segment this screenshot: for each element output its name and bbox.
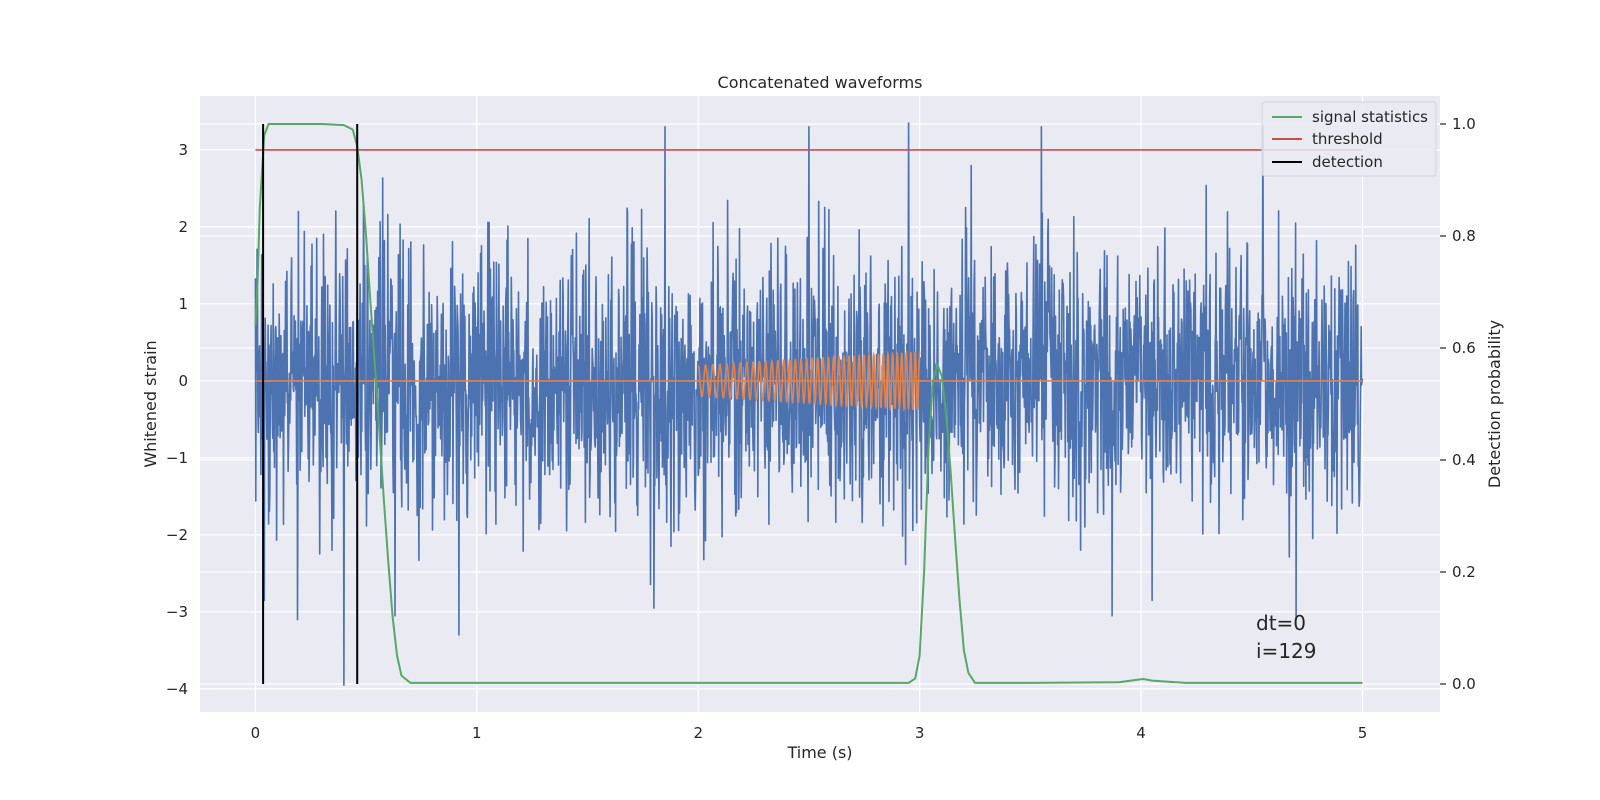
y-tick-label: 2 bbox=[178, 218, 188, 236]
y-tick-label: 3 bbox=[178, 141, 188, 159]
y-tick-label: −2 bbox=[166, 526, 188, 544]
y-tick-label: 1 bbox=[178, 295, 188, 313]
y2-tick-label: 0.2 bbox=[1452, 563, 1476, 581]
y-tick-label: −1 bbox=[166, 449, 188, 467]
y2-tick-label: 0.8 bbox=[1452, 227, 1476, 245]
template-chirp-line bbox=[697, 350, 921, 412]
annotation-dt: dt=0 bbox=[1256, 611, 1306, 635]
x-tick-label: 1 bbox=[472, 724, 482, 742]
signal-statistics-line bbox=[254, 123, 1363, 684]
legend: signal statistics threshold detection bbox=[1261, 101, 1437, 177]
chart-title: Concatenated waveforms bbox=[718, 73, 923, 92]
legend-box bbox=[1261, 101, 1437, 177]
x-tick-label: 4 bbox=[1136, 724, 1146, 742]
x-tick-label: 3 bbox=[915, 724, 925, 742]
y2-tick-label: 0.4 bbox=[1452, 451, 1476, 469]
y-tick-label: −4 bbox=[166, 680, 188, 698]
x-tick-label: 0 bbox=[251, 724, 261, 742]
y2-axis-title: Detection probability bbox=[1485, 320, 1504, 488]
annotation-index: i=129 bbox=[1256, 639, 1317, 663]
detection-series bbox=[262, 124, 359, 684]
y2-tick-label: 0.0 bbox=[1452, 675, 1476, 693]
injected-waveform-series bbox=[255, 350, 1363, 412]
x-tick-label: 5 bbox=[1358, 724, 1368, 742]
legend-label-threshold: threshold bbox=[1312, 130, 1383, 148]
legend-label-signal-statistics: signal statistics bbox=[1312, 108, 1428, 126]
y-tick-label: −3 bbox=[166, 603, 188, 621]
y2-tick-label: 1.0 bbox=[1452, 115, 1476, 133]
noise-series bbox=[254, 122, 1364, 686]
x-tick-label: 2 bbox=[693, 724, 703, 742]
signal-statistics-series bbox=[254, 123, 1363, 684]
noise-line bbox=[254, 122, 1364, 686]
x-axis-title: Time (s) bbox=[786, 743, 852, 762]
axis-ticks: 0 1 2 3 4 5 −4 −3 −2 −1 0 1 2 3 0.0 0.2 0.4 0.6 0.8 1.0 bbox=[166, 115, 1476, 742]
y-tick-label: 0 bbox=[178, 372, 188, 390]
y-axis-title: Whitened strain bbox=[141, 340, 160, 467]
legend-label-detection: detection bbox=[1312, 153, 1383, 171]
y2-tick-label: 0.6 bbox=[1452, 339, 1476, 357]
